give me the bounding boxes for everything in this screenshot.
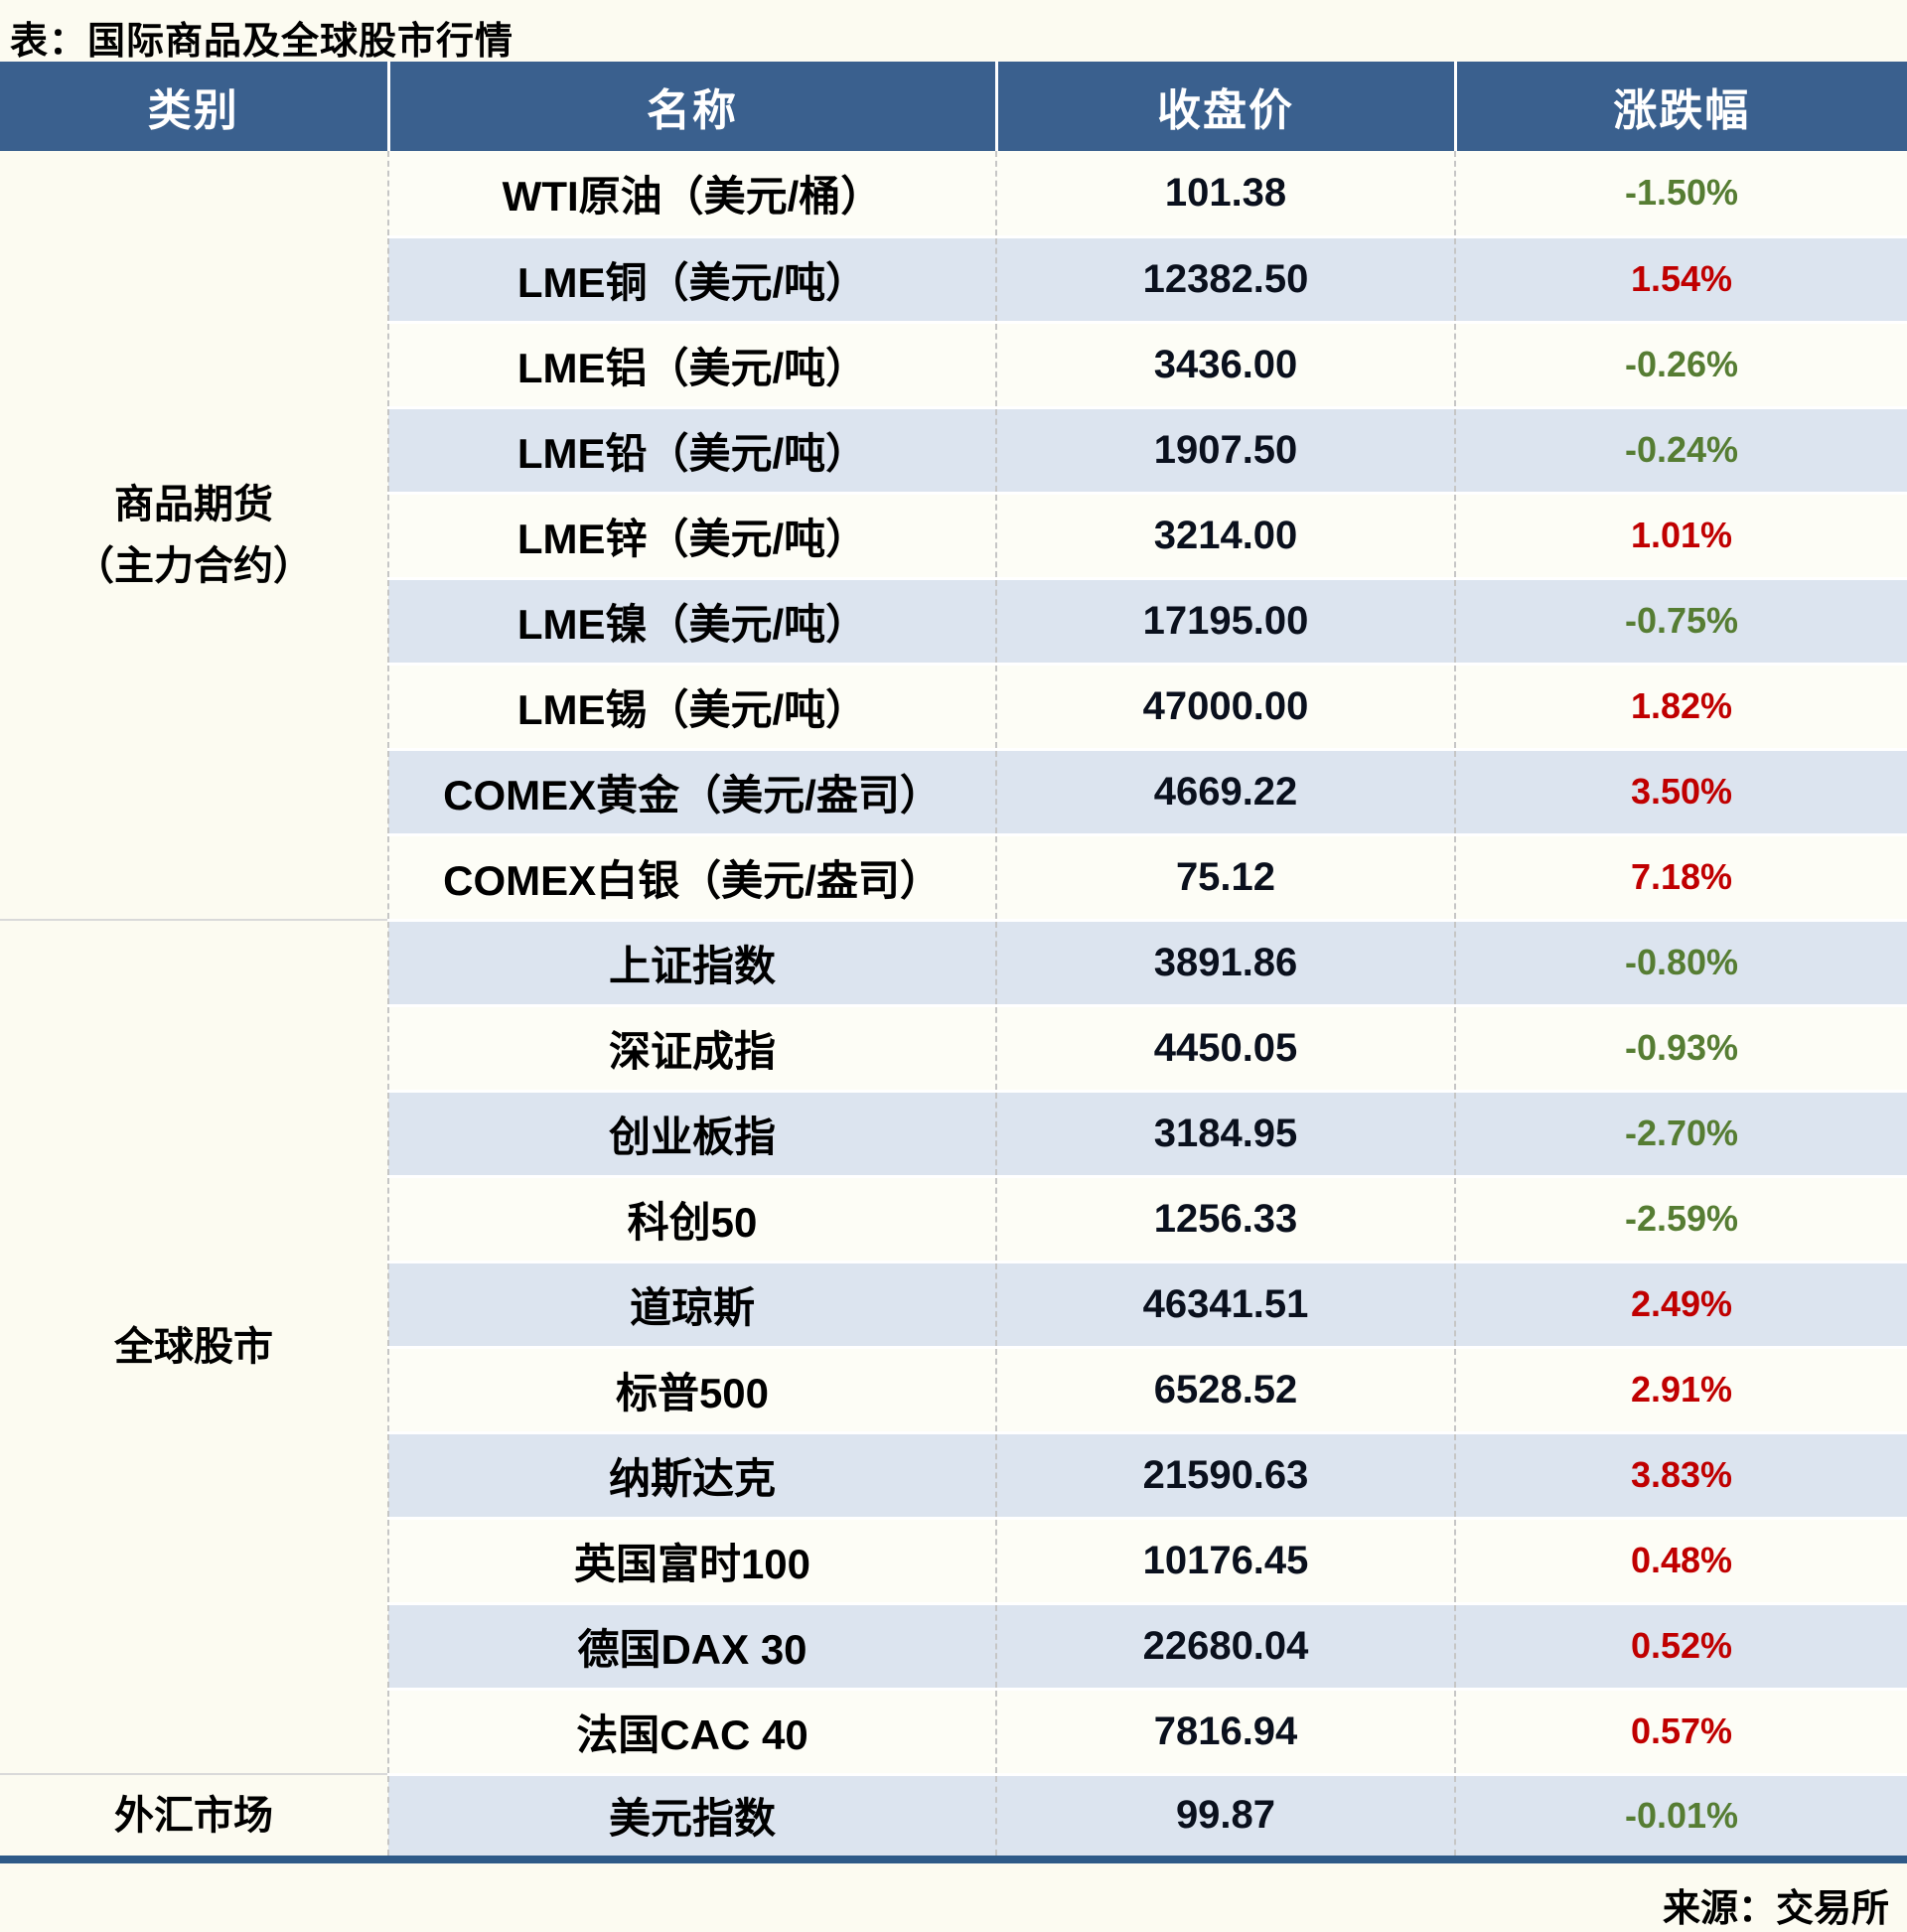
change-percent-cell: -0.01% (1455, 1772, 1907, 1863)
change-percent-cell: -2.70% (1455, 1089, 1907, 1176)
change-percent-cell: 7.18% (1455, 832, 1907, 920)
close-price-cell: 47000.00 (996, 662, 1456, 749)
market-quotes-table: 类别 名称 收盘价 涨跌幅 商品期货 （主力合约） WTI原油（美元/桶） 101.3… (0, 62, 1907, 1863)
change-percent-cell: -0.80% (1455, 918, 1907, 1005)
close-price-cell: 3214.00 (996, 491, 1456, 578)
change-percent-cell: -0.24% (1455, 405, 1907, 493)
table-header: 类别 名称 收盘价 涨跌幅 (0, 62, 1907, 151)
name-cell: LME铜（美元/吨） (388, 234, 997, 322)
table-row: COMEX白银（美元/盎司） 75.12 7.18% (0, 832, 1907, 920)
table-row: 标普500 6528.52 2.91% (0, 1345, 1907, 1432)
table-row: LME铅（美元/吨） 1907.50 -0.24% (0, 405, 1907, 493)
page-title: 表：国际商品及全球股市行情 (10, 21, 514, 63)
name-cell: 科创50 (388, 1174, 997, 1262)
column-header-close: 收盘价 (996, 62, 1457, 151)
table-row: 英国富时100 10176.45 0.48% (0, 1516, 1907, 1603)
table-row: 科创50 1256.33 -2.59% (0, 1174, 1907, 1262)
close-price-cell: 12382.50 (996, 234, 1456, 322)
close-price-cell: 3891.86 (996, 918, 1456, 1005)
table-row: 外汇市场 美元指数 99.87 -0.01% (0, 1772, 1907, 1863)
change-percent-cell: 1.01% (1455, 491, 1907, 578)
close-price-cell: 17195.00 (996, 576, 1456, 664)
table-row: 德国DAX 30 22680.04 0.52% (0, 1601, 1907, 1689)
category-cell: 全球股市 (0, 919, 389, 1774)
table-row: 道琼斯 46341.51 2.49% (0, 1260, 1907, 1347)
column-header-category: 类别 (0, 62, 390, 151)
change-percent-cell: 3.50% (1455, 747, 1907, 834)
table-body: 商品期货 （主力合约） WTI原油（美元/桶） 101.38 -1.50% LME铜（美元… (0, 151, 1907, 1863)
change-percent-cell: -1.50% (1455, 151, 1907, 236)
name-cell: LME锡（美元/吨） (388, 662, 997, 749)
close-price-cell: 101.38 (996, 151, 1456, 236)
change-percent-cell: 0.48% (1455, 1516, 1907, 1603)
table-row: 纳斯达克 21590.63 3.83% (0, 1430, 1907, 1518)
close-price-cell: 22680.04 (996, 1601, 1456, 1689)
change-percent-cell: -2.59% (1455, 1174, 1907, 1262)
name-cell: 法国CAC 40 (388, 1687, 997, 1774)
name-cell: 纳斯达克 (388, 1430, 997, 1518)
table-row: 深证成指 4450.05 -0.93% (0, 1003, 1907, 1091)
change-percent-cell: 0.52% (1455, 1601, 1907, 1689)
name-cell: LME铝（美元/吨） (388, 320, 997, 407)
close-price-cell: 4669.22 (996, 747, 1456, 834)
category-cell: 商品期货 （主力合约） (0, 151, 389, 920)
close-price-cell: 3436.00 (996, 320, 1456, 407)
change-percent-cell: 2.49% (1455, 1260, 1907, 1347)
name-cell: LME镍（美元/吨） (388, 576, 997, 664)
change-percent-cell: 0.57% (1455, 1687, 1907, 1774)
change-percent-cell: 3.83% (1455, 1430, 1907, 1518)
name-cell: COMEX白银（美元/盎司） (388, 832, 997, 920)
change-percent-cell: -0.26% (1455, 320, 1907, 407)
close-price-cell: 1256.33 (996, 1174, 1456, 1262)
close-price-cell: 21590.63 (996, 1430, 1456, 1518)
table-row: LME铜（美元/吨） 12382.50 1.54% (0, 234, 1907, 322)
table-row: 全球股市 上证指数 3891.86 -0.80% (0, 918, 1907, 1774)
change-percent-cell: -0.75% (1455, 576, 1907, 664)
close-price-cell: 1907.50 (996, 405, 1456, 493)
name-cell: WTI原油（美元/桶） (388, 151, 997, 236)
table-row: 创业板指 3184.95 -2.70% (0, 1089, 1907, 1176)
table-row: 商品期货 （主力合约） WTI原油（美元/桶） 101.38 -1.50% (0, 151, 1907, 920)
name-cell: LME铅（美元/吨） (388, 405, 997, 493)
name-cell: 英国富时100 (388, 1516, 997, 1603)
column-header-change: 涨跌幅 (1455, 62, 1907, 151)
name-cell: 创业板指 (388, 1089, 997, 1176)
close-price-cell: 6528.52 (996, 1345, 1456, 1432)
table-row: 法国CAC 40 7816.94 0.57% (0, 1687, 1907, 1774)
change-percent-cell: -0.93% (1455, 1003, 1907, 1091)
column-header-name: 名称 (388, 62, 998, 151)
close-price-cell: 10176.45 (996, 1516, 1456, 1603)
change-percent-cell: 2.91% (1455, 1345, 1907, 1432)
table-row: COMEX黄金（美元/盎司） 4669.22 3.50% (0, 747, 1907, 834)
name-cell: COMEX黄金（美元/盎司） (388, 747, 997, 834)
change-percent-cell: 1.54% (1455, 234, 1907, 322)
name-cell: 深证成指 (388, 1003, 997, 1091)
table-row: LME锡（美元/吨） 47000.00 1.82% (0, 662, 1907, 749)
name-cell: 美元指数 (388, 1772, 997, 1863)
change-percent-cell: 1.82% (1455, 662, 1907, 749)
close-price-cell: 3184.95 (996, 1089, 1456, 1176)
name-cell: LME锌（美元/吨） (388, 491, 997, 578)
header-row: 类别 名称 收盘价 涨跌幅 (0, 62, 1907, 151)
table-row: LME锌（美元/吨） 3214.00 1.01% (0, 491, 1907, 578)
close-price-cell: 99.87 (996, 1772, 1456, 1863)
table-row: LME铝（美元/吨） 3436.00 -0.26% (0, 320, 1907, 407)
name-cell: 标普500 (388, 1345, 997, 1432)
close-price-cell: 4450.05 (996, 1003, 1456, 1091)
source-note: 来源：交易所 (1662, 1888, 1889, 1930)
close-price-cell: 75.12 (996, 832, 1456, 920)
close-price-cell: 46341.51 (996, 1260, 1456, 1347)
name-cell: 道琼斯 (388, 1260, 997, 1347)
category-cell: 外汇市场 (0, 1773, 389, 1863)
name-cell: 德国DAX 30 (388, 1601, 997, 1689)
close-price-cell: 7816.94 (996, 1687, 1456, 1774)
table-row: LME镍（美元/吨） 17195.00 -0.75% (0, 576, 1907, 664)
name-cell: 上证指数 (388, 918, 997, 1005)
